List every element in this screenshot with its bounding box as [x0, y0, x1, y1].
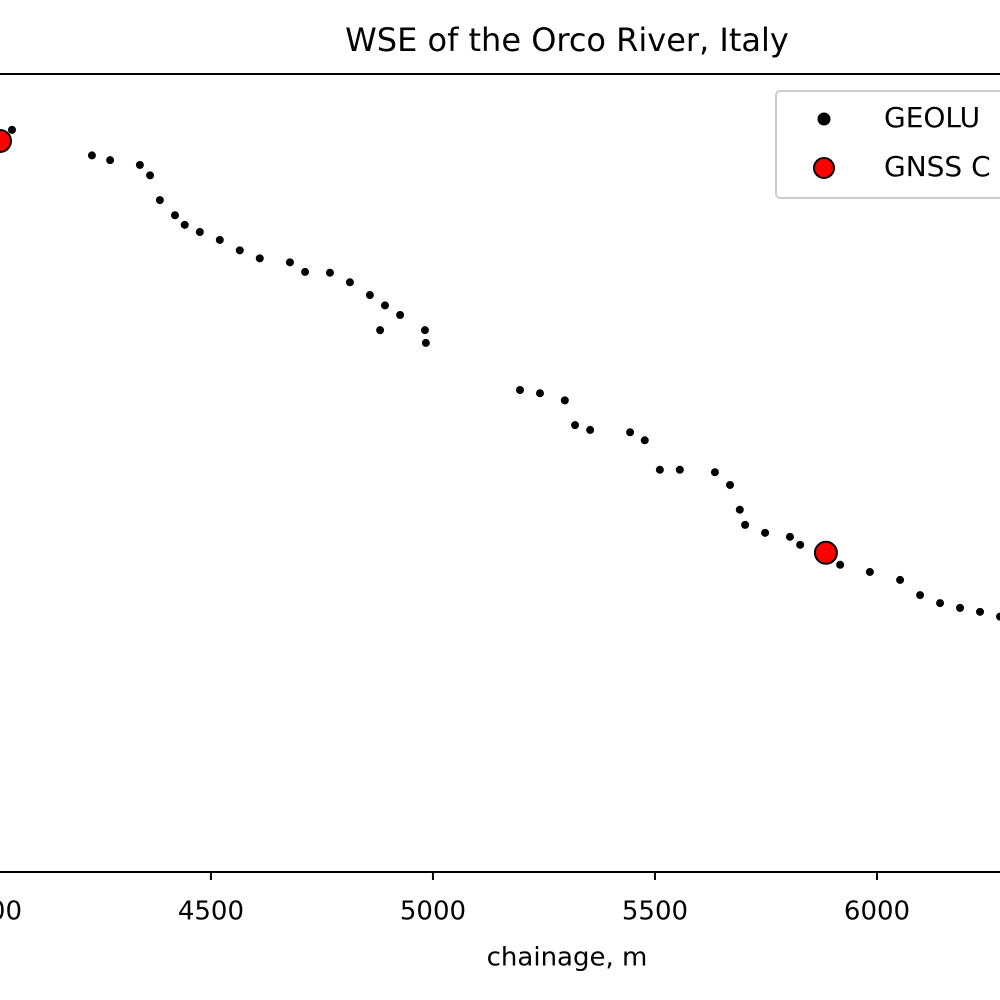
legend-label: GEOLU: [884, 101, 980, 134]
wse-point: [7, 125, 16, 134]
wse-point: [896, 575, 905, 584]
wse-point: [976, 607, 985, 616]
legend-marker: [813, 157, 835, 179]
wse-point: [571, 421, 580, 430]
wse-point: [325, 268, 334, 277]
legend-label: GNSS C: [884, 150, 991, 183]
wse-point: [365, 291, 374, 300]
wse-point: [255, 254, 264, 263]
x-axis-label: chainage, m: [487, 943, 648, 973]
wse-point: [195, 228, 204, 237]
wse-point: [420, 326, 429, 335]
wse-point: [421, 338, 430, 347]
wse-point: [285, 258, 294, 267]
wse-point: [215, 235, 224, 244]
wse-point: [916, 591, 925, 600]
wse-point: [170, 211, 179, 220]
x-tick-label: 4000: [0, 897, 22, 927]
wse-point: [376, 326, 385, 335]
wse-point: [301, 267, 310, 276]
x-tick-label: 6000: [844, 897, 910, 927]
wse-point: [626, 428, 635, 437]
wse-point: [106, 156, 115, 165]
wse-point: [380, 301, 389, 310]
wse-point: [396, 310, 405, 319]
wse-point: [710, 468, 719, 477]
x-tick-label: 5500: [622, 897, 688, 927]
wse-point: [560, 396, 569, 405]
wse-point: [761, 528, 770, 537]
wse-point: [135, 160, 144, 169]
wse-point: [235, 246, 244, 255]
wse-point: [345, 278, 354, 287]
wse-point: [741, 520, 750, 529]
wse-point: [155, 196, 164, 205]
wse-point: [865, 567, 874, 576]
wse-point: [785, 532, 794, 541]
chart-title: WSE of the Orco River, Italy: [345, 21, 789, 59]
legend-marker: [817, 112, 831, 126]
wse-point: [735, 505, 744, 514]
gnss-point: [0, 129, 12, 154]
x-tick-label: 4500: [178, 897, 244, 927]
wse-point: [836, 560, 845, 569]
wse-point: [535, 389, 544, 398]
wse-point: [586, 425, 595, 434]
wse-point: [726, 480, 735, 489]
x-tick-label: 5000: [400, 897, 466, 927]
wse-point: [936, 599, 945, 608]
wse-point: [956, 603, 965, 612]
wse-point: [996, 612, 1000, 621]
wse-point: [146, 171, 155, 180]
gnss-point: [813, 540, 838, 565]
wse-point: [675, 465, 684, 474]
wse-point: [87, 151, 96, 160]
wse-point: [655, 465, 664, 474]
wse-point: [640, 436, 649, 445]
wse-point: [515, 386, 524, 395]
wse-point: [180, 220, 189, 229]
wse-point: [796, 540, 805, 549]
